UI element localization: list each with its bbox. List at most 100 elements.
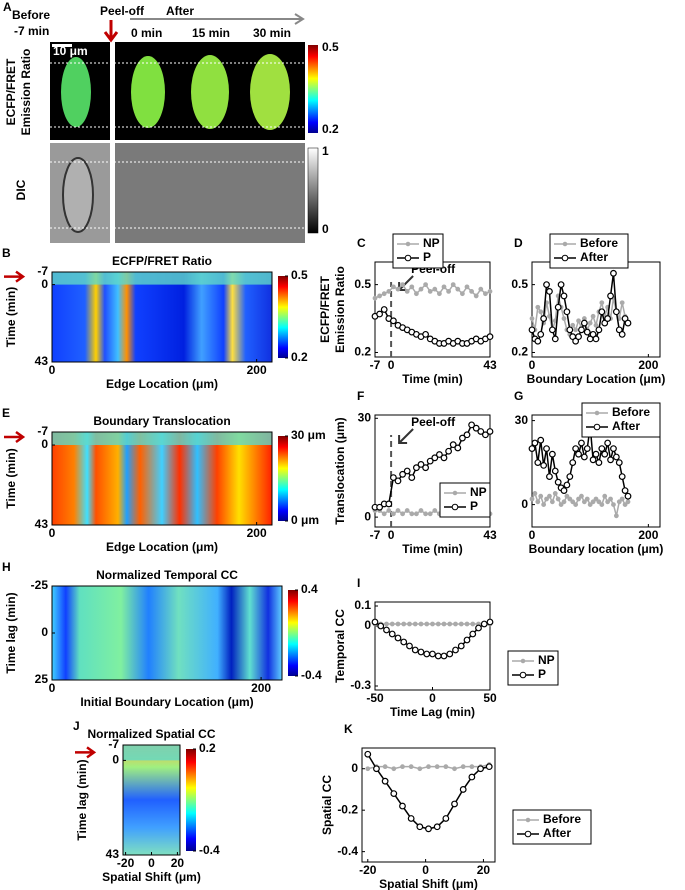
data-point: [364, 750, 372, 758]
a-ylabel: Emission Ratio: [19, 49, 33, 136]
data-point: [599, 502, 605, 508]
data-point: [480, 620, 488, 628]
data-point: [426, 764, 431, 770]
data-point: [534, 337, 542, 345]
data-point: [618, 473, 626, 481]
data-point: [423, 282, 429, 288]
y-tick-label: 43: [106, 847, 120, 861]
colorbar-label: 0.2: [291, 350, 308, 364]
legend-label: After: [612, 419, 640, 433]
y-tick-label: -7: [37, 424, 48, 438]
data-point: [610, 445, 617, 453]
legend-label: After: [543, 826, 571, 840]
y-axis-label: ECFP/FRET: [318, 275, 332, 342]
legend-box: [439, 482, 491, 518]
data-point: [459, 434, 466, 442]
annotation: Peel-off: [411, 415, 456, 429]
data-point: [570, 499, 576, 505]
scale-bar-label: 10 μm: [53, 44, 88, 58]
data-point: [434, 652, 442, 660]
data-point: [563, 308, 571, 316]
y-tick-label: 0.2: [354, 345, 371, 359]
x-tick-label: 0: [429, 691, 436, 705]
x-tick-label: 0: [529, 358, 536, 372]
heatmap-image: [52, 272, 272, 362]
data-point: [534, 459, 542, 467]
y-tick-label: 0: [41, 277, 48, 291]
data-point: [578, 326, 585, 334]
y-tick-label: 43: [35, 354, 49, 368]
data-point: [576, 318, 581, 324]
data-point: [457, 642, 465, 650]
data-point: [409, 284, 415, 290]
data-point: [386, 508, 392, 513]
legend-box: [392, 233, 444, 269]
data-point: [377, 293, 383, 299]
data-point: [581, 499, 587, 505]
panel-label: B: [2, 246, 11, 260]
x-axis-label: Boundary location (μm): [529, 542, 664, 556]
data-point: [612, 453, 620, 461]
x-tick-label: 50: [483, 691, 497, 705]
colorbar: [308, 45, 318, 133]
annotation-arrow: [398, 428, 414, 444]
data-point: [615, 459, 623, 467]
legend-box: [581, 402, 661, 438]
legend-label: NP: [538, 653, 555, 667]
x-axis-label: Edge Location (μm): [106, 540, 218, 554]
chart-title: Normalized Temporal CC: [96, 568, 238, 582]
data-point: [593, 496, 599, 502]
legend-swatch: [404, 254, 412, 262]
legend-label: NP: [423, 236, 440, 250]
data-point: [468, 773, 476, 781]
data-point: [435, 621, 441, 627]
legend-swatch: [593, 423, 601, 431]
data-point: [547, 493, 552, 499]
data-point: [531, 439, 539, 447]
data-point: [595, 459, 603, 467]
data-point: [440, 454, 448, 462]
y-axis-label: Time (min): [4, 448, 18, 508]
data-point: [535, 499, 541, 505]
colorbar-label: 0.2: [199, 741, 216, 755]
x-tick-label: 0: [388, 358, 395, 372]
data-point: [622, 502, 628, 508]
data-point: [408, 764, 414, 770]
data-point: [404, 508, 410, 513]
data-point: [621, 487, 629, 495]
data-point: [528, 326, 536, 334]
data-point: [400, 638, 408, 646]
colorbar: [278, 276, 288, 358]
data-point: [554, 303, 562, 311]
x-axis-label: Initial Boundary Location (μm): [80, 695, 253, 709]
y-tick-label: -25: [31, 578, 49, 592]
colorbar-label: 0.4: [301, 582, 318, 596]
data-point: [575, 333, 582, 341]
data-point: [459, 786, 467, 793]
before-time: -7 min: [14, 24, 49, 38]
data-point: [395, 286, 401, 292]
time-arrow: [130, 13, 305, 25]
data-point: [541, 502, 547, 508]
data-point: [469, 764, 475, 770]
colorbar-label: 0 μm: [291, 513, 319, 527]
data-point: [599, 300, 605, 306]
y-axis-label: Temporal CC: [333, 609, 347, 683]
data-point: [560, 292, 568, 300]
data-point: [433, 823, 441, 831]
data-point: [463, 431, 471, 439]
data-point: [549, 499, 555, 505]
data-point: [432, 286, 438, 292]
time-label: 15 min: [192, 26, 230, 40]
data-point: [395, 621, 401, 627]
data-point: [371, 618, 379, 626]
colorbar: [288, 590, 298, 676]
data-point: [391, 766, 397, 772]
data-point: [477, 428, 485, 435]
data-point: [573, 502, 579, 508]
data-point: [540, 462, 548, 469]
legend-label: P: [423, 250, 431, 264]
x-tick-label: -7: [370, 528, 381, 542]
y-axis-label: Emission Ratio: [333, 266, 347, 353]
data-point: [381, 777, 389, 785]
